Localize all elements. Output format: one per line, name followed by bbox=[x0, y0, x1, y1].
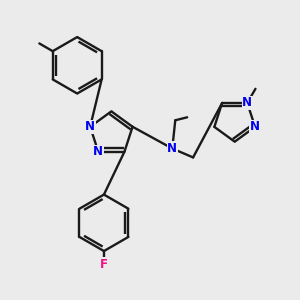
Text: N: N bbox=[93, 145, 103, 158]
Text: N: N bbox=[242, 97, 252, 110]
Text: F: F bbox=[100, 258, 108, 271]
Text: N: N bbox=[85, 120, 95, 133]
Text: N: N bbox=[250, 120, 260, 134]
Text: N: N bbox=[167, 142, 177, 155]
